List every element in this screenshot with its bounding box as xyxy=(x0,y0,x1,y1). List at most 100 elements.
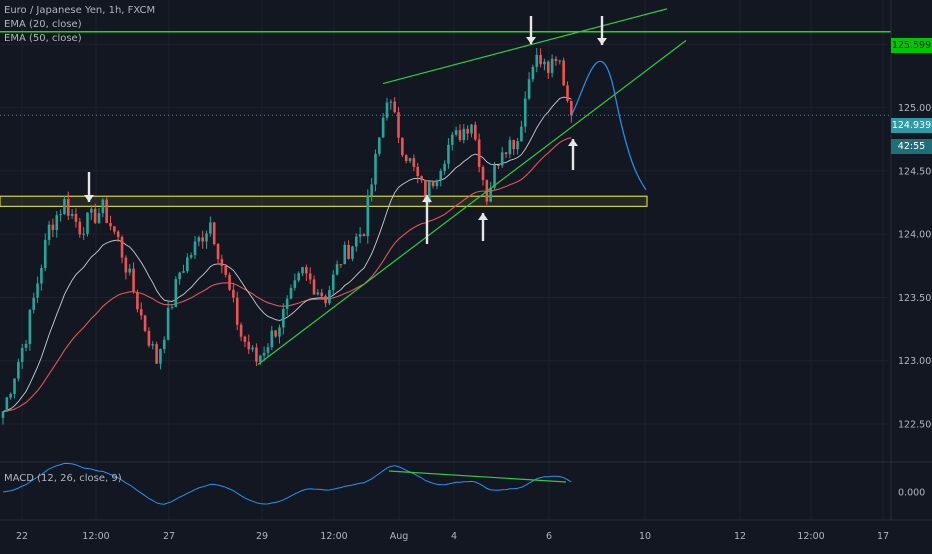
candle-body xyxy=(262,352,266,356)
macd-label[interactable]: MACD (12, 26, close, 9) xyxy=(4,473,122,484)
candle-body xyxy=(439,170,443,181)
upper-trendline xyxy=(382,8,668,85)
candle-body xyxy=(443,163,446,171)
symbol-label[interactable]: Euro / Japanese Yen, 1h, FXCM xyxy=(4,5,156,16)
candle-body xyxy=(285,298,289,309)
price-tick-label: 124.500 xyxy=(898,166,932,177)
ema50-label[interactable]: EMA (50, close) xyxy=(4,33,82,44)
candle-body xyxy=(278,327,281,337)
candle-body xyxy=(166,307,170,340)
drawings xyxy=(0,8,891,366)
candle-body xyxy=(531,66,535,80)
candle-body xyxy=(20,347,24,362)
candle-body xyxy=(424,180,427,202)
candle-body xyxy=(351,246,354,259)
candle-body xyxy=(1,411,5,418)
candle-body xyxy=(9,393,12,398)
candle-body xyxy=(458,130,462,141)
candle-body xyxy=(74,213,78,222)
candle-body xyxy=(216,244,220,260)
candle-body xyxy=(401,137,404,156)
candle-body xyxy=(385,102,389,118)
resistance-price-tag: 125.599 xyxy=(891,38,932,53)
candle-body xyxy=(43,240,47,269)
candle-body xyxy=(366,195,370,237)
candle-body xyxy=(339,264,343,266)
candle-body xyxy=(474,124,477,140)
price-tick-label: 123.500 xyxy=(898,293,932,304)
candle-body xyxy=(297,273,300,281)
candle-body xyxy=(239,324,243,337)
time-tick-label: 29 xyxy=(256,531,268,542)
candle-body xyxy=(431,181,435,187)
candle-body xyxy=(358,234,362,237)
candle-body xyxy=(481,167,485,181)
time-tick-label: Aug xyxy=(390,531,409,542)
candle-body xyxy=(13,378,16,394)
candles xyxy=(1,48,573,425)
candle-body xyxy=(566,85,569,101)
candle-body xyxy=(362,234,366,237)
candle-body xyxy=(228,274,231,290)
candle-body xyxy=(220,259,224,267)
candle-body xyxy=(55,215,59,231)
candle-body xyxy=(562,60,565,86)
candle-body xyxy=(389,101,393,103)
candle-body xyxy=(489,187,492,202)
candle-body xyxy=(247,341,251,350)
macd-tick-label: 0.000 xyxy=(898,488,925,499)
time-tick-label: 27 xyxy=(163,531,175,542)
candle-body xyxy=(416,166,420,177)
candle-body xyxy=(174,279,178,307)
candle-body xyxy=(63,199,66,215)
arrows xyxy=(84,16,607,244)
support-zone xyxy=(0,195,648,207)
time-tick-label: 12 xyxy=(734,531,746,542)
candle-body xyxy=(258,355,262,362)
candle-body xyxy=(535,54,539,67)
macd-pane xyxy=(0,461,932,505)
candle-body xyxy=(251,347,254,350)
macd-line xyxy=(2,462,572,505)
candle-body xyxy=(24,343,28,348)
candle-body xyxy=(289,287,293,299)
candle-body xyxy=(178,272,181,280)
candle-body xyxy=(59,214,62,216)
candle-body xyxy=(5,397,9,412)
candle-body xyxy=(412,158,416,167)
candle-body xyxy=(393,101,396,113)
candle-body xyxy=(539,54,542,65)
candle-body xyxy=(504,152,508,155)
legend: Euro / Japanese Yen, 1h, FXCM EMA (20, c… xyxy=(4,4,155,46)
candle-body xyxy=(470,124,473,134)
candle-body xyxy=(17,361,20,379)
price-tick-label: 122.500 xyxy=(898,420,932,431)
candle-body xyxy=(155,344,158,364)
candle-body xyxy=(546,61,550,73)
candle-body xyxy=(450,134,454,145)
arrow-down-top1-head xyxy=(526,37,536,44)
time-tick-label: 12:00 xyxy=(320,531,347,542)
time-tick-label: 6 xyxy=(546,531,552,542)
price-tick-label: 123.000 xyxy=(898,356,932,367)
candle-body xyxy=(28,309,32,344)
macd-divergence-line xyxy=(388,470,567,483)
candle-body xyxy=(32,297,36,310)
candle-body xyxy=(66,199,70,216)
candle-body xyxy=(404,155,408,161)
candle-body xyxy=(305,267,308,274)
ema20-label[interactable]: EMA (20, close) xyxy=(4,19,82,30)
candle-body xyxy=(454,130,458,135)
candle-body xyxy=(378,137,381,154)
arrow-up-mid2-head xyxy=(478,213,488,220)
candle-body xyxy=(447,144,450,164)
price-tick-label: 124.000 xyxy=(898,230,932,241)
candle-body xyxy=(93,208,97,223)
ema20-line xyxy=(2,96,572,413)
candle-body xyxy=(70,213,74,216)
candle-body xyxy=(324,296,327,304)
candle-body xyxy=(374,153,377,185)
candle-body xyxy=(343,244,347,265)
